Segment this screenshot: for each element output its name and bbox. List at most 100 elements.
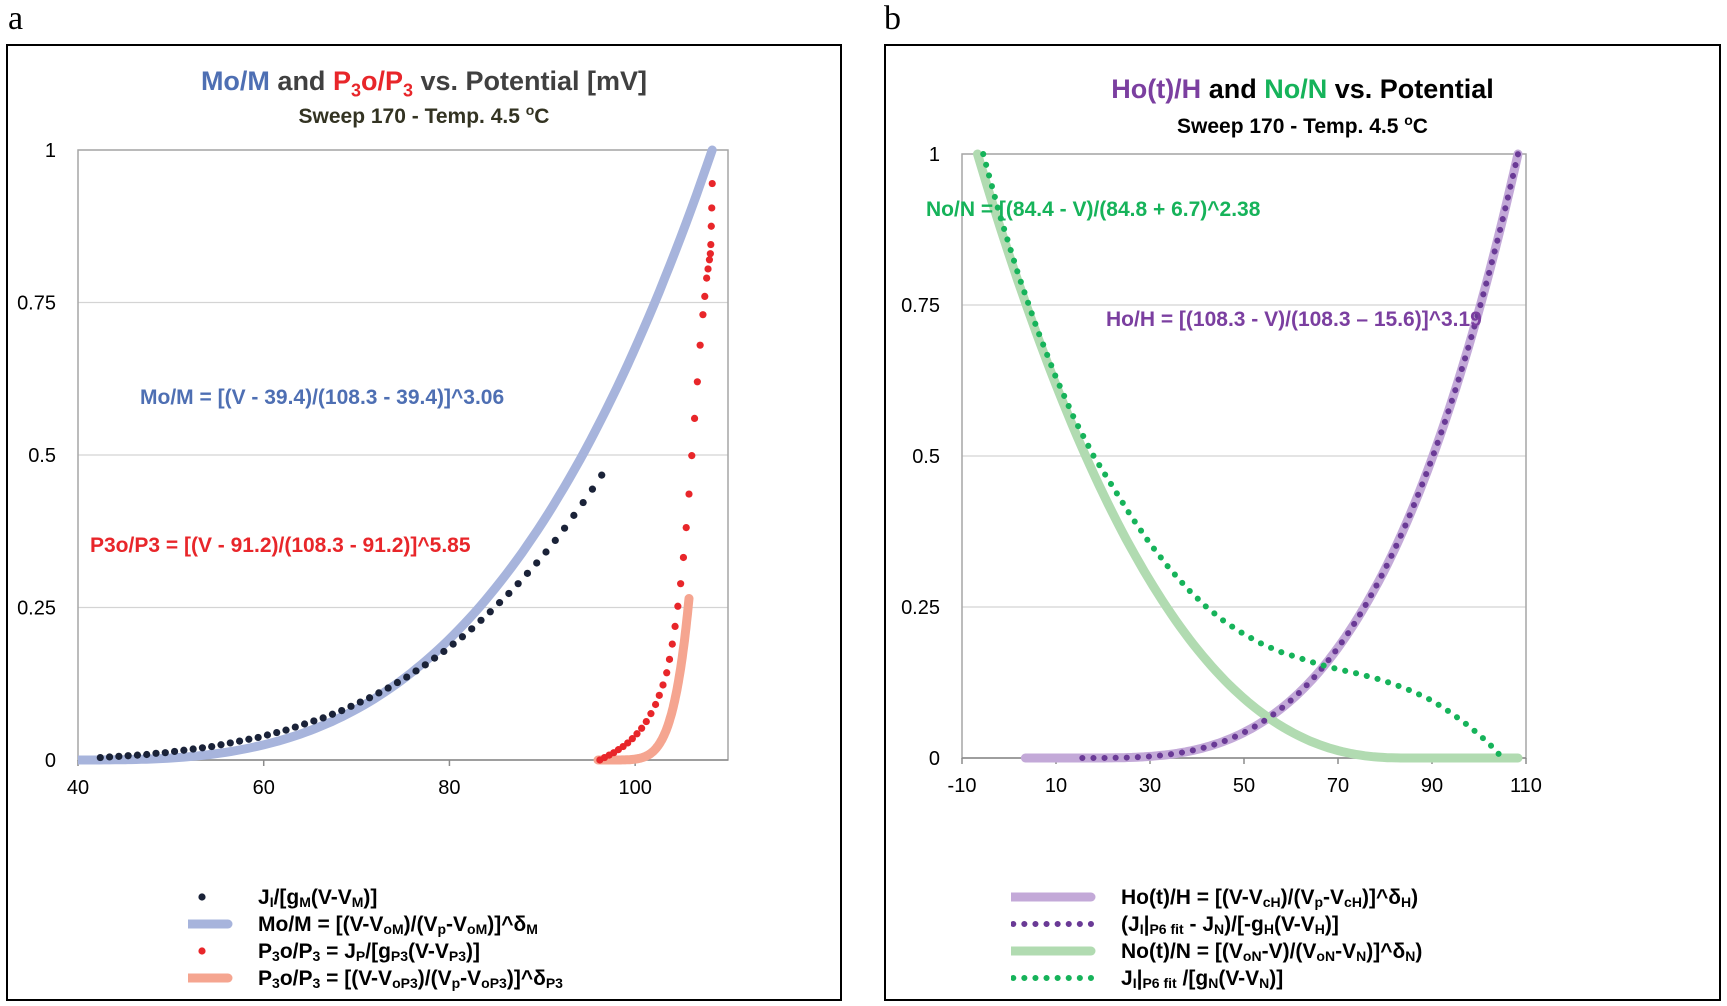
a-title-part: vs. Potential [mV] [413,66,648,96]
a-series-2-point [651,700,660,709]
b-legend-text: - J [1183,913,1215,936]
a-series-0-point [505,589,513,598]
a-series-2-point [671,622,679,631]
a-subtitle-part: C [534,105,550,128]
a-series-0-point [170,747,179,756]
a-series-0-point [254,733,262,742]
a-series-0-point [282,726,290,734]
b-series-1-dotted [1079,151,1521,761]
a-legend-symbol [188,973,233,983]
a-title-part: P [332,66,351,96]
b-legend-text: cH [1262,894,1281,910]
a-series-2-point [690,414,699,422]
b-legend-label: No(t)/N = [(VoN-V)/(VoN-VN)]^δN) [1121,938,1422,970]
chart-title-a: Mo/M and P3o/P3 vs. Potential [mV] [8,66,840,101]
b-legend-text: | [1143,913,1150,936]
a-series-0-point [365,694,374,702]
a-series-2-point [696,341,704,349]
a-series-2-point [685,490,693,498]
a-legend-text: oP3 [481,975,507,991]
a-series-2-point [633,730,641,738]
a-series-0-point [300,720,309,728]
b-legend-text: -V [1323,886,1345,909]
a-legend-text: /[g [273,886,300,909]
b-legend-symbol [1011,946,1096,956]
a-series-0-point [393,678,402,687]
a-series-0-point [328,710,337,718]
a-y-tick-label: 0 [45,750,56,772]
a-legend-text: I [269,894,274,910]
b-legend-text: p [1314,894,1324,910]
a-legend-text: Mo/M = [(V-V [258,913,384,936]
b-y-tick-label: 1 [929,144,940,166]
a-series-0-point [588,485,597,493]
a-series-2-point [674,602,682,610]
a-series-0-point [180,746,188,754]
a-legend-symbol [188,919,233,929]
b-legend-text: I [1139,921,1144,937]
a-series-0-point [495,599,504,607]
a-series-0-point [598,471,606,479]
b-legend-label: Ho(t)/H = [(V-VcH)/(Vp-VcH)]^δH) [1121,884,1418,916]
panel-letter-b: b [884,0,901,37]
b-y-tick-label: 0 [929,748,940,770]
a-series-2-point [705,256,714,264]
a-series-0-point [143,750,151,759]
a-series-2-point [707,222,715,230]
b-subtitle-part: Sweep 170 - Temp. 4.5 [1177,115,1405,138]
b-legend-text: H [1263,921,1274,937]
a-legend-text: P [258,940,273,963]
chart-subtitle-b: Sweep 170 - Temp. 4.5 oC [886,112,1719,139]
b-legend-text: J [1121,967,1133,990]
b-legend-text: ) [1411,886,1419,909]
a-legend-label: P3o/P3 = [(V-VoP3)/(Vp-VoP3)]^δP3 [258,965,563,997]
a-series-0-point [412,667,420,675]
a-series-0-point [375,689,383,697]
b-legend-text: )] [1324,913,1339,936]
a-legend-text: (V-V [408,940,449,963]
b-legend-text: oN [1316,948,1336,964]
a-series-0-point [403,673,411,681]
a-series-2-point [693,378,701,386]
a-series-2-point [659,681,667,689]
a-legend-text: )/(V [417,967,452,990]
a-legend-text: P3 [545,975,563,991]
a-series-2-point [642,717,650,726]
b-legend-text: )]^δ [1361,886,1401,909]
b-title-part: and [1201,74,1265,104]
a-annotation: Mo/M = [(V - 39.4)/(108.3 - 39.4)]^3.06 [140,386,504,409]
b-legend-text: )]^δ [1366,940,1406,963]
a-legend-text: 3 [272,975,280,991]
a-series-0-point [245,735,253,743]
chart-panel-b: Ho(t)/H and No/N vs. Potential Sweep 170… [884,44,1721,1001]
a-series-0-point [319,714,327,722]
b-subtitle-part: C [1412,115,1428,138]
a-legend-symbol [198,893,206,901]
chart-title-b: Ho(t)/H and No/N vs. Potential [886,74,1719,105]
a-series-2-point [677,580,685,588]
a-legend-text: 3 [312,948,321,964]
a-legend-text: M [526,921,538,937]
b-series-2-line [973,149,1523,763]
b-legend-text: N [1259,975,1270,991]
b-series-3-dotted [980,151,1506,761]
a-series-0-point [486,608,494,616]
a-subtitle-part: Sweep 170 - Temp. 4.5 [298,105,526,128]
a-legend-text: o/P [279,967,313,990]
a-series-0-point [273,728,281,737]
b-x-tick-label: -10 [948,775,977,797]
a-legend-text: 3 [312,975,321,991]
a-series-0-point [542,548,550,556]
b-legend-text: No(t)/N = [(V [1121,940,1243,963]
b-legend-text: )/(V [1280,886,1315,909]
b-legend-text: N [1214,921,1225,937]
a-legend-text: P [355,948,366,964]
b-x-tick-label: 30 [1139,775,1161,797]
a-legend-marker [198,893,206,901]
b-x-tick-label: 70 [1327,775,1349,797]
b-legend-text: )/[-g [1224,913,1264,936]
a-series-2-point [699,311,707,319]
a-legend-text: (V-V [310,886,352,909]
b-legend-symbol [1011,975,1094,981]
chart-subtitle-a: Sweep 170 - Temp. 4.5 oC [8,102,840,129]
